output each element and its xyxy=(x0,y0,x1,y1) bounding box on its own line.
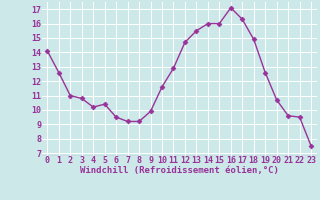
X-axis label: Windchill (Refroidissement éolien,°C): Windchill (Refroidissement éolien,°C) xyxy=(80,166,279,175)
